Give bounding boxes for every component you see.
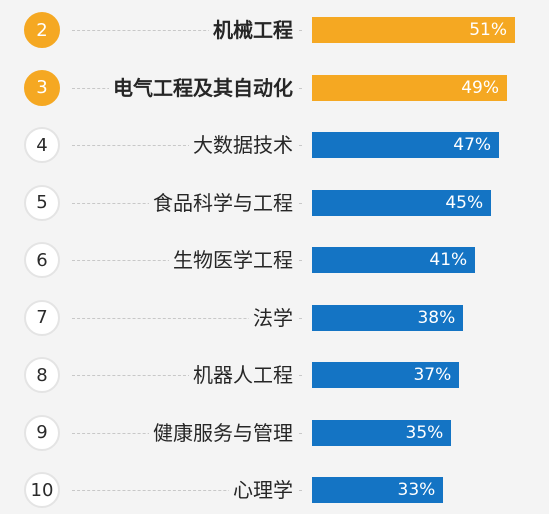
bar: 47% [312,132,500,158]
category-label: 健康服务与管理 [149,418,297,447]
rank-badge: 9 [24,414,60,451]
bar: 37% [312,362,460,388]
bar: 41% [312,247,476,273]
bar: 45% [312,189,492,216]
value-label: 33% [397,480,436,500]
category-label: 电气工程及其自动化 [109,73,297,102]
value-label: 37% [413,365,452,385]
value-label: 41% [429,250,468,270]
bar-row: 9 健康服务与管理 35% [0,413,549,453]
bar-row: 3 电气工程及其自动化 49% [0,68,549,108]
bar-row: 8 机器人工程 37% [0,355,549,395]
value-label: 35% [405,422,444,443]
bar: 33% [312,477,444,503]
value-label: 51% [469,20,507,40]
rank-badge: 6 [24,242,60,278]
bar: 49% [312,74,508,101]
leader-line [72,375,302,376]
bar-row: 7 法学 38% [0,298,549,338]
category-label: 食品科学与工程 [149,188,297,217]
rank-badge: 4 [24,127,60,163]
bar-row: 6 生物医学工程 41% [0,240,549,280]
leader-line [72,145,302,146]
rank-badge: 2 [24,12,60,48]
category-label: 机器人工程 [189,361,297,389]
bar: 35% [312,419,452,446]
category-label: 生物医学工程 [169,246,297,274]
value-label: 47% [453,135,492,155]
leader-line [72,30,302,31]
category-label: 大数据技术 [189,131,297,159]
bar: 51% [312,17,515,43]
bar-row: 2 机械工程 51% [0,10,549,50]
rank-badge: 10 [24,472,60,508]
rank-badge: 7 [24,299,60,336]
bar-row: 4 大数据技术 47% [0,125,549,165]
bar-row: 10 心理学 33% [0,470,549,510]
value-label: 45% [445,192,484,213]
bar: 38% [312,304,464,331]
leader-line [72,490,302,491]
category-label: 心理学 [229,476,297,504]
rank-badge: 3 [24,69,60,106]
rank-badge: 8 [24,357,60,393]
category-label: 法学 [249,303,297,332]
category-label: 机械工程 [209,16,297,44]
value-label: 49% [461,77,500,98]
leader-line [72,317,302,319]
rank-badge: 5 [24,184,60,221]
bar-row: 5 食品科学与工程 45% [0,183,549,223]
value-label: 38% [417,307,456,328]
